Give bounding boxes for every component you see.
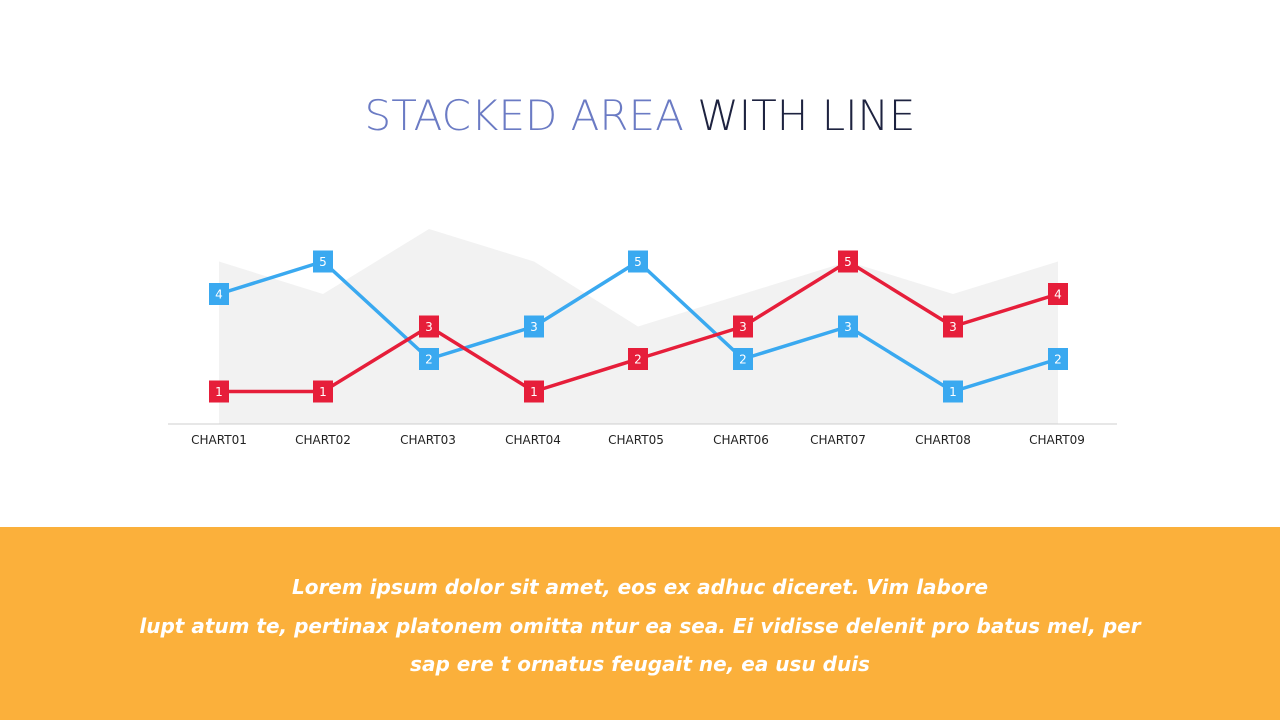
x-tick-label: CHART06 bbox=[713, 433, 769, 447]
footer-line-3: sap ere t ornatus feugait ne, ea usu dui… bbox=[410, 652, 870, 676]
page-title: STACKED AREA WITH LINE bbox=[0, 86, 1280, 146]
blue-marker-label: 3 bbox=[530, 320, 538, 334]
x-tick-labels: CHART01 CHART02 CHART03 CHART04 CHART05 CHART… bbox=[191, 433, 1085, 447]
blue-marker: 1 bbox=[943, 380, 963, 403]
blue-marker-label: 5 bbox=[634, 255, 642, 269]
red-marker-label: 1 bbox=[215, 385, 223, 399]
blue-marker: 2 bbox=[1048, 348, 1068, 370]
blue-marker: 3 bbox=[838, 315, 858, 338]
x-tick-label: CHART03 bbox=[400, 433, 456, 447]
red-marker: 1 bbox=[313, 380, 333, 403]
series-markers: 4 5 2 3 5 2 3 1 2 1 1 3 1 2 3 5 3 4 bbox=[209, 250, 1068, 403]
footer-line-2: lupt atum te, pertinax platonem omitta n… bbox=[139, 613, 1141, 638]
blue-marker-label: 2 bbox=[425, 353, 433, 367]
x-tick-label: CHART07 bbox=[810, 433, 866, 447]
red-marker-label: 5 bbox=[844, 255, 852, 269]
area-fill bbox=[219, 229, 1058, 424]
blue-marker-label: 5 bbox=[319, 255, 327, 269]
blue-marker-label: 2 bbox=[739, 353, 747, 367]
blue-marker: 2 bbox=[733, 348, 753, 370]
red-marker: 3 bbox=[419, 315, 439, 338]
red-marker: 4 bbox=[1048, 283, 1068, 305]
red-marker-label: 1 bbox=[530, 385, 538, 399]
red-marker: 3 bbox=[733, 315, 753, 338]
x-tick-label: CHART02 bbox=[295, 433, 351, 447]
blue-marker: 2 bbox=[419, 348, 439, 370]
blue-marker-label: 4 bbox=[215, 288, 223, 302]
x-tick-label: CHART04 bbox=[505, 433, 561, 447]
red-marker-label: 3 bbox=[949, 320, 957, 334]
red-marker: 5 bbox=[838, 250, 858, 273]
red-marker-label: 4 bbox=[1054, 288, 1062, 302]
footer-text: Lorem ipsum dolor sit amet, eos ex adhuc… bbox=[0, 568, 1280, 684]
title-dark-text: WITH LINE bbox=[697, 91, 916, 140]
area-layer bbox=[219, 229, 1058, 424]
blue-marker: 5 bbox=[628, 250, 648, 273]
red-marker: 1 bbox=[524, 380, 544, 403]
x-tick-label: CHART09 bbox=[1029, 433, 1085, 447]
x-tick-label: CHART08 bbox=[915, 433, 971, 447]
footer-line-1: Lorem ipsum dolor sit amet, eos ex adhuc… bbox=[291, 575, 989, 599]
blue-marker: 4 bbox=[209, 283, 229, 305]
red-marker-label: 3 bbox=[425, 320, 433, 334]
x-tick-label: CHART01 bbox=[191, 433, 247, 447]
footer-band bbox=[0, 527, 1280, 720]
blue-marker: 3 bbox=[524, 315, 544, 338]
red-marker: 3 bbox=[943, 315, 963, 338]
red-marker-label: 2 bbox=[634, 353, 642, 367]
title-accent-text: STACKED AREA bbox=[364, 91, 684, 140]
blue-marker: 5 bbox=[313, 250, 333, 273]
red-marker-label: 1 bbox=[319, 385, 327, 399]
blue-marker-label: 3 bbox=[844, 320, 852, 334]
x-tick-label: CHART05 bbox=[608, 433, 664, 447]
blue-marker-label: 1 bbox=[949, 385, 957, 399]
red-marker: 1 bbox=[209, 380, 229, 403]
stacked-area-line-chart: 4 5 2 3 5 2 3 1 2 1 1 3 1 2 3 5 3 4 CHART01 CHART02 CHART03… bbox=[168, 229, 1117, 447]
red-marker: 2 bbox=[628, 348, 648, 370]
red-marker-label: 3 bbox=[739, 320, 747, 334]
blue-marker-label: 2 bbox=[1054, 353, 1062, 367]
